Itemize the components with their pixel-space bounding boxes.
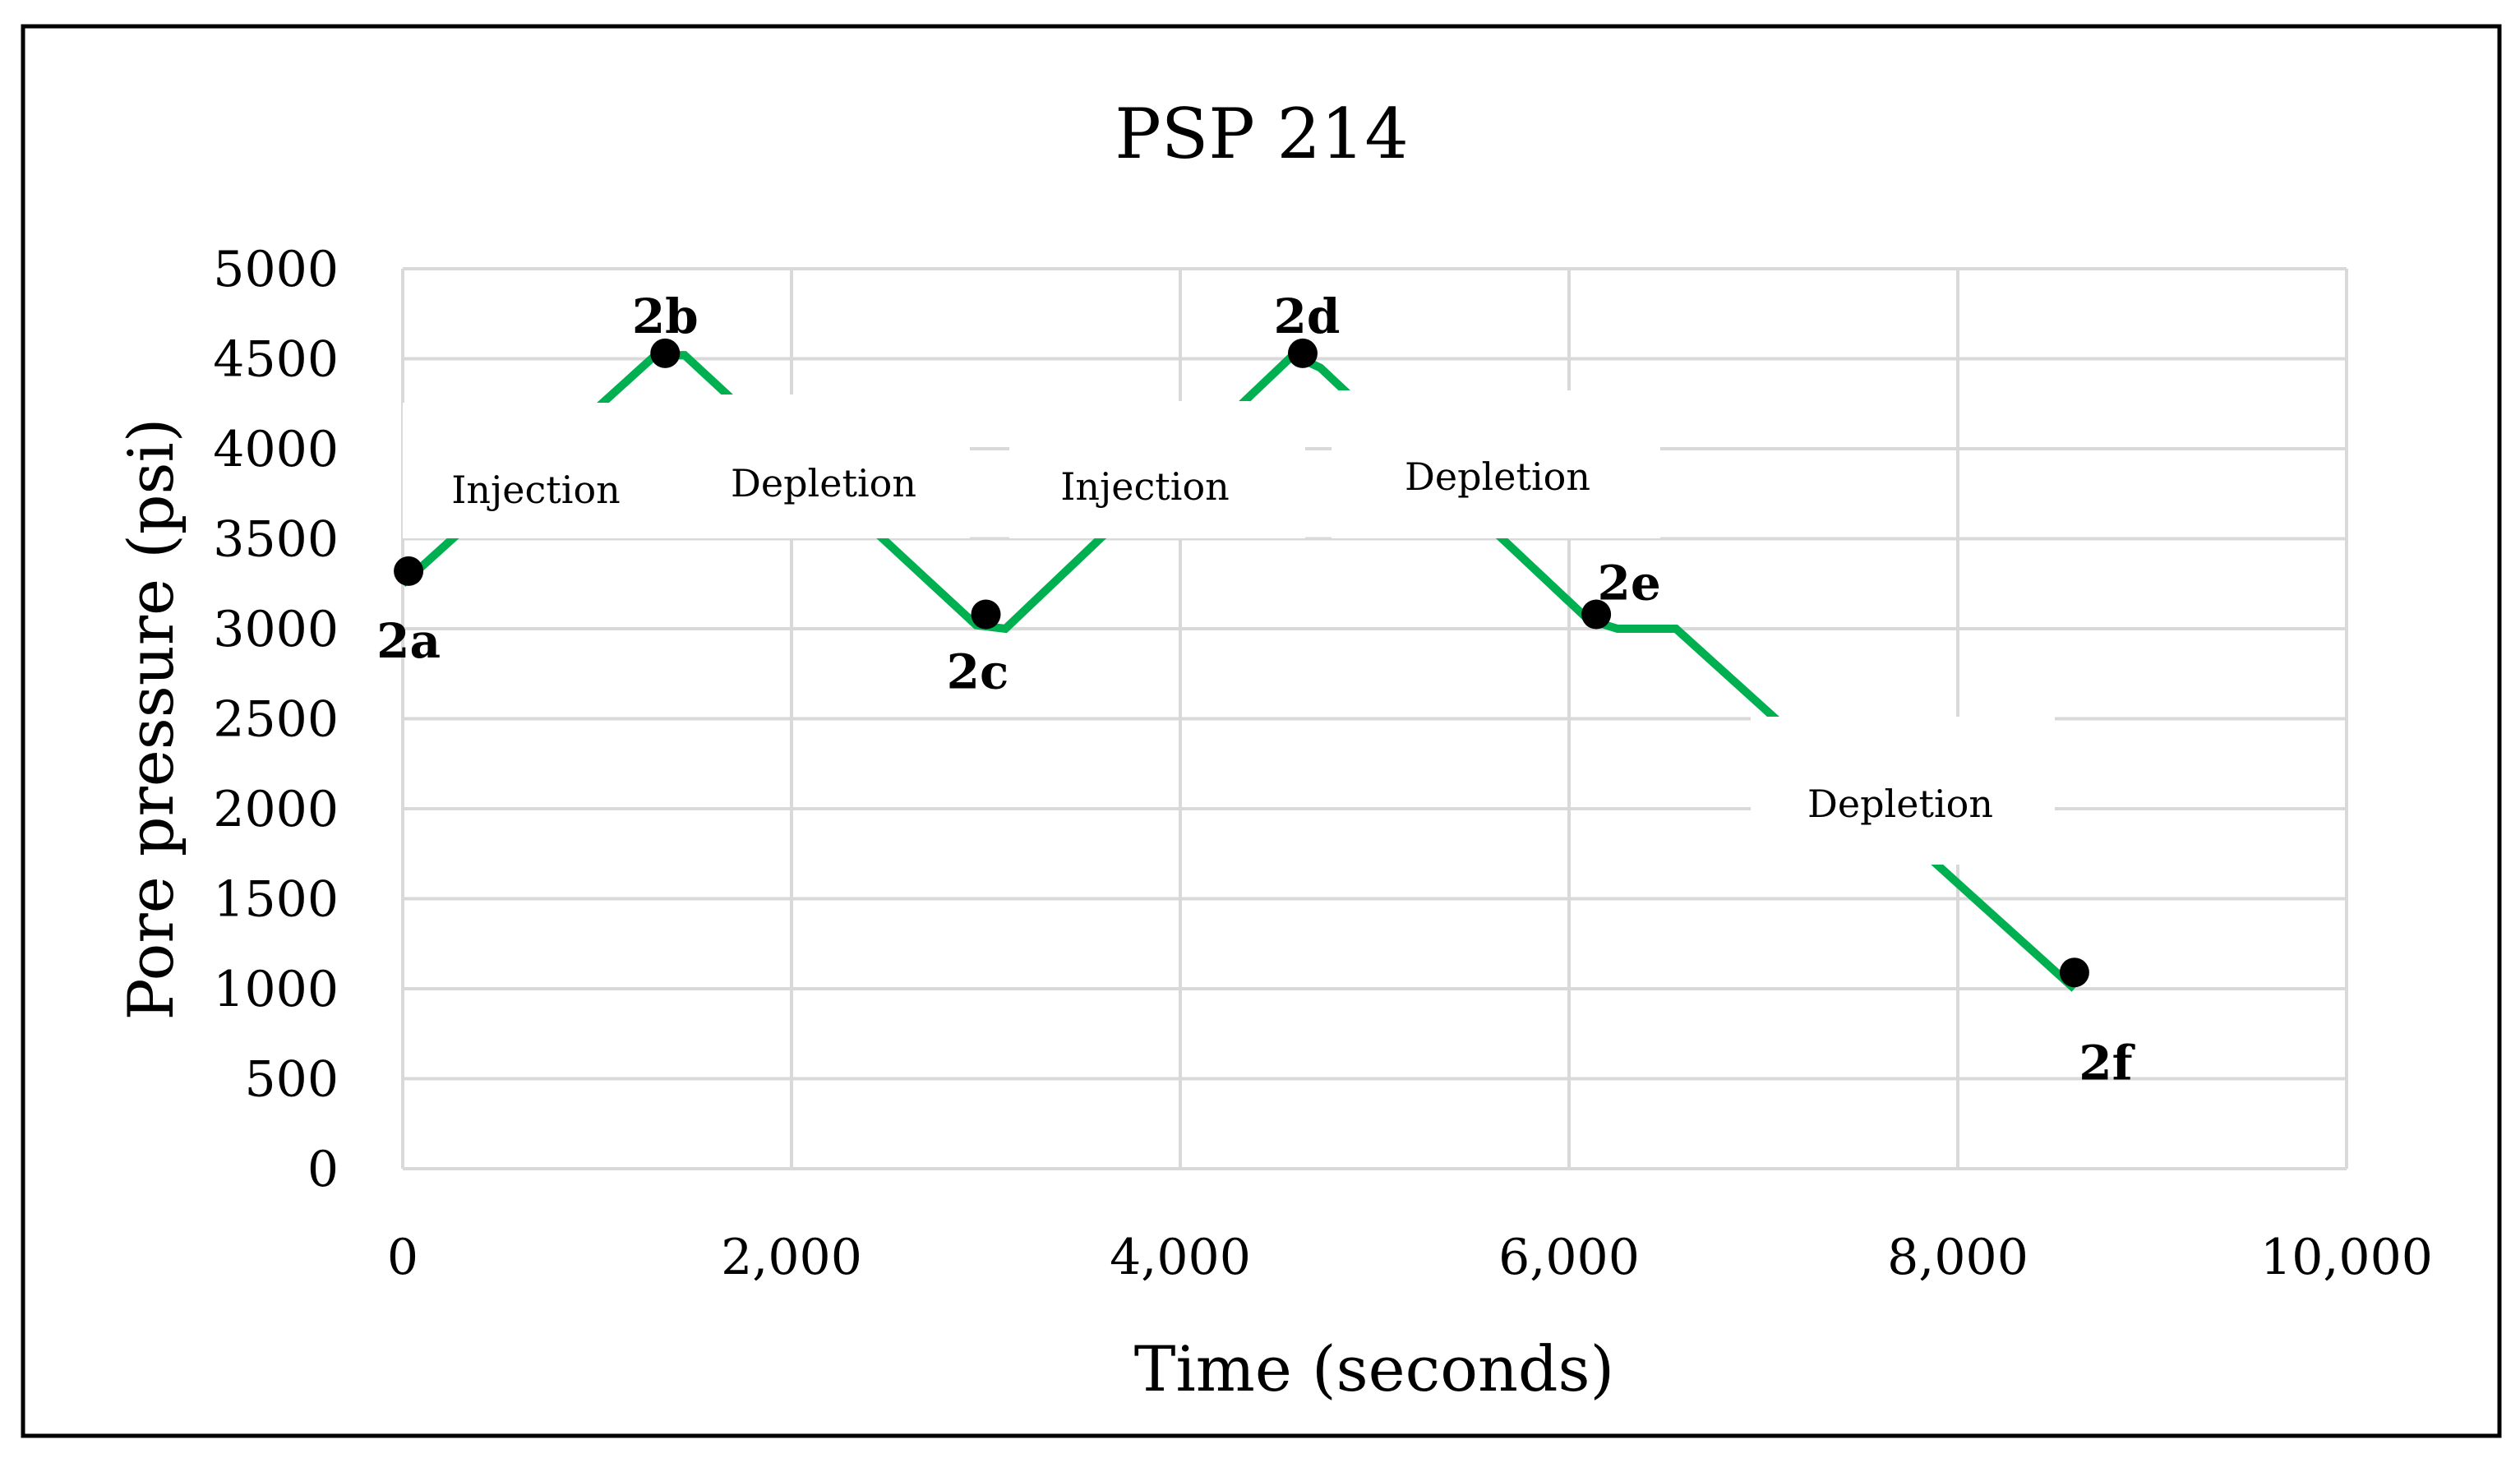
- point-label-2b: 2b: [632, 288, 699, 344]
- point-label-2d: 2d: [1274, 288, 1341, 344]
- phase-label: Depletion: [731, 461, 916, 505]
- phase-label-box: [1332, 390, 1660, 538]
- phase-label: Injection: [451, 468, 621, 512]
- point-label-2a: 2a: [376, 613, 441, 669]
- data-point-2b: [650, 338, 681, 368]
- phase-label-box: [1009, 401, 1305, 538]
- data-point-2e: [1581, 599, 1612, 630]
- data-point-2c: [971, 599, 1001, 630]
- x-tick-label: 6,000: [1498, 1229, 1640, 1286]
- y-tick-label: 1500: [213, 871, 339, 929]
- phase-label: Depletion: [1807, 782, 1993, 826]
- y-tick-label: 2500: [213, 691, 339, 749]
- tick-labels: 0 500 1000 1500 2000 2500 3000 3500 4000 4500 5000…: [213, 241, 2433, 1286]
- phase-label: Depletion: [1405, 454, 1590, 499]
- y-tick-label: 5000: [213, 241, 339, 298]
- data-point-2f: [2059, 957, 2089, 988]
- y-tick-label: 3000: [213, 601, 339, 658]
- x-axis-title: Time (seconds): [1134, 1332, 1614, 1405]
- data-point-2d: [1287, 338, 1318, 368]
- x-tick-label: 4,000: [1110, 1229, 1251, 1286]
- phase-label: Injection: [1060, 464, 1230, 509]
- y-tick-label: 500: [244, 1051, 339, 1109]
- phase-label-box: [1751, 717, 2055, 865]
- phase-label-box: [678, 394, 970, 538]
- phase-label-box: [403, 403, 686, 538]
- y-tick-label: 4500: [213, 331, 339, 389]
- x-tick-label: 2,000: [721, 1229, 862, 1286]
- y-axis-title: Pore pressure (psi): [114, 418, 187, 1021]
- marked-points: 2a 2b 2c 2d 2e 2f: [376, 288, 2135, 1091]
- x-tick-label: 0: [387, 1229, 418, 1286]
- point-label-2c: 2c: [947, 644, 1009, 699]
- point-label-2f: 2f: [2079, 1035, 2135, 1091]
- y-tick-label: 4000: [213, 421, 339, 478]
- chart-title: PSP 214: [1115, 94, 1409, 174]
- y-tick-label: 0: [307, 1141, 339, 1198]
- y-tick-label: 3500: [213, 511, 339, 569]
- y-tick-label: 1000: [213, 961, 339, 1018]
- chart-frame: [21, 24, 2502, 1438]
- y-tick-label: 2000: [213, 781, 339, 838]
- x-tick-label: 10,000: [2260, 1229, 2433, 1286]
- phase-annotations: Injection Depletion Injection Depletion Depl…: [403, 390, 2055, 865]
- point-label-2e: 2e: [1597, 555, 1660, 611]
- x-tick-label: 8,000: [1887, 1229, 2028, 1286]
- data-point-2a: [394, 556, 424, 586]
